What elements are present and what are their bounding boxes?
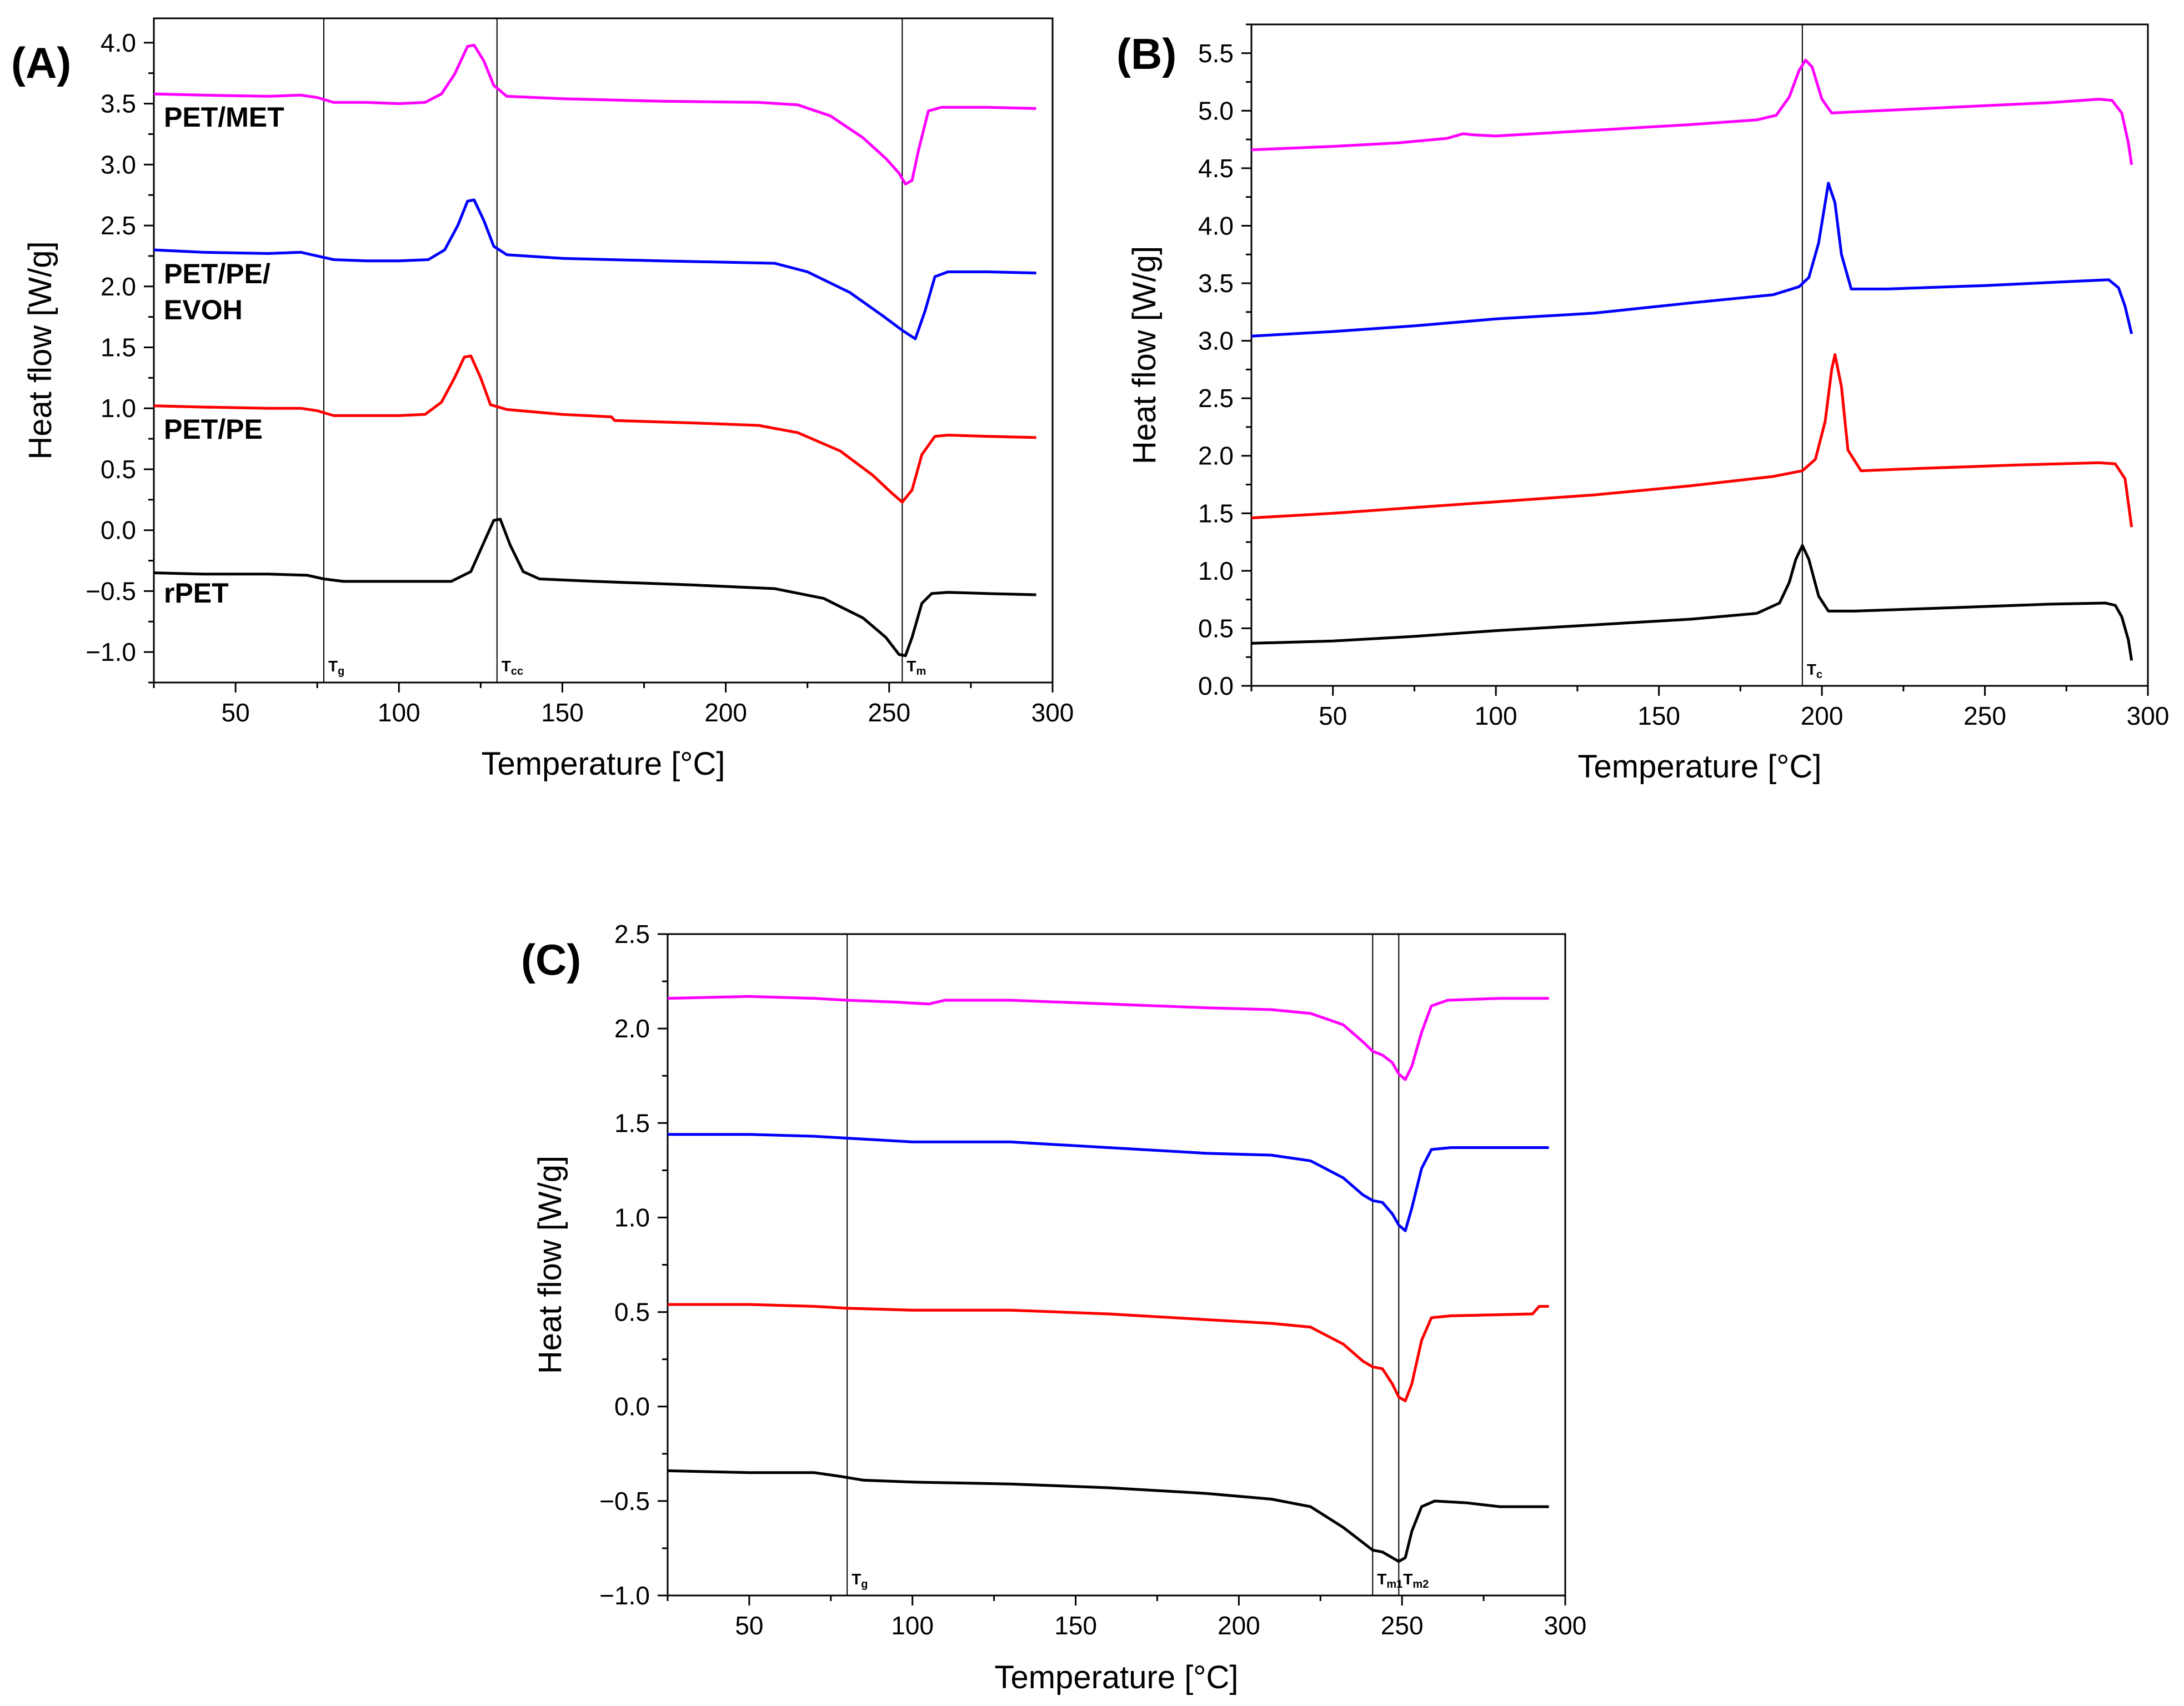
y-axis-title: Heat flow [W/g] (532, 1156, 568, 1374)
x-tick-label: 150 (1054, 1611, 1097, 1640)
y-tick-label: 3.5 (1198, 269, 1234, 298)
y-tick-label: 0.5 (1198, 614, 1234, 643)
series-line-pet-pe-evoh (1251, 182, 2133, 338)
x-tick-label: 250 (1381, 1611, 1424, 1640)
series-line-pet-met (153, 43, 1036, 185)
y-tick-label: 2.5 (101, 211, 136, 240)
x-tick-label: 300 (1031, 698, 1074, 727)
x-tick-label: 250 (1963, 701, 2006, 730)
y-tick-label: 0.0 (1198, 671, 1234, 700)
panel-b: (B) 50 100 150 200 250 300 0.0 0.5 1.0 1.5 2.0 2.5 3.… (1116, 23, 2170, 785)
marker-label: Tcc (502, 658, 523, 678)
y-tick-label: 3.0 (1198, 327, 1234, 355)
x-axis-title: Temperature [°C] (994, 1659, 1238, 1695)
marker-label: Tm2 (1403, 1570, 1429, 1590)
series-line-pet-met (1251, 58, 2133, 165)
y-tick-label: 5.5 (1198, 39, 1234, 68)
series-line-rpet (153, 518, 1036, 658)
series-label: PET/PE (164, 414, 263, 445)
y-tick-label: −1.0 (86, 638, 136, 666)
y-tick-label: 0.0 (614, 1392, 650, 1421)
y-tick-label: 1.5 (101, 333, 136, 362)
series-label: rPET (164, 578, 229, 609)
x-tick-label: 300 (2127, 701, 2170, 730)
x-tick-label: 100 (1475, 701, 1517, 730)
x-tick-label: 50 (735, 1611, 763, 1640)
y-tick-label: 4.0 (101, 28, 136, 57)
series-label: PET/MET (164, 102, 284, 133)
marker-label: Tg (851, 1570, 868, 1590)
series-line-pet-met (667, 995, 1549, 1081)
y-tick-label: 3.0 (101, 150, 136, 179)
y-tick-label: 2.5 (1198, 384, 1234, 413)
y-tick-label: 1.0 (1198, 556, 1234, 585)
y-tick-label: 0.0 (101, 516, 136, 545)
x-tick-label: 250 (868, 698, 910, 727)
marker-label: Tm (906, 658, 926, 678)
panel-a: (A) 50 100 150 200 250 300 −1.0 −0.5 0.0 0.5 1.0 1.5… (11, 17, 1074, 782)
series-line-pet-pe (153, 354, 1036, 504)
marker-label: Tg (328, 658, 344, 678)
panel-label: (B) (1116, 29, 1176, 78)
marker-label: Tc (1807, 661, 1822, 681)
y-tick-label: 2.0 (614, 1014, 650, 1043)
x-tick-label: 200 (1801, 701, 1844, 730)
x-tick-label: 100 (891, 1611, 934, 1640)
y-tick-label: 0.5 (101, 455, 136, 484)
y-axis-title: Heat flow [W/g] (22, 241, 58, 459)
panel-label: (C) (521, 935, 581, 984)
y-tick-label: 3.5 (101, 89, 136, 118)
plot-frame (153, 17, 1054, 684)
series-line-rpet (1251, 544, 2133, 661)
y-tick-label: 0.5 (614, 1298, 650, 1327)
plot-frame (1250, 23, 2149, 687)
y-tick-label: 1.0 (614, 1203, 650, 1232)
y-tick-label: 1.5 (614, 1108, 650, 1137)
x-tick-label: 150 (1637, 701, 1680, 730)
series-line-rpet (667, 1469, 1549, 1563)
x-tick-label: 50 (1319, 701, 1347, 730)
y-tick-label: 1.5 (1198, 499, 1234, 528)
y-tick-label: −0.5 (599, 1487, 650, 1516)
series-line-pet-pe (1251, 353, 2133, 528)
y-tick-label: 2.5 (614, 920, 650, 949)
y-axis-title: Heat flow [W/g] (1126, 246, 1163, 464)
x-tick-label: 100 (378, 698, 420, 727)
panel-label: (A) (11, 38, 71, 87)
y-tick-label: 2.0 (101, 272, 136, 301)
x-tick-label: 200 (1218, 1611, 1260, 1640)
plot-frame (667, 933, 1566, 1597)
series-line-pet-pe (668, 1303, 1549, 1402)
series-line-pet-pe-evoh (153, 198, 1036, 340)
y-tick-label: 2.0 (1198, 441, 1234, 470)
x-axis-title: Temperature [°C] (1577, 749, 1821, 785)
y-tick-label: 1.0 (101, 394, 136, 423)
x-tick-label: 200 (704, 698, 747, 727)
y-tick-label: 5.0 (1198, 96, 1234, 125)
series-label: EVOH (164, 294, 243, 325)
y-tick-label: 4.0 (1198, 211, 1234, 240)
x-tick-label: 150 (541, 698, 584, 727)
series-label: PET/PE/ (164, 258, 271, 289)
y-tick-label: 4.5 (1198, 154, 1234, 183)
x-tick-label: 300 (1544, 1611, 1587, 1640)
series-line-pet-pe-evoh (668, 1133, 1549, 1232)
x-tick-label: 50 (222, 698, 250, 727)
y-tick-label: −0.5 (86, 576, 136, 605)
panel-c: (C) 50 100 150 200 250 300 −1.0 −0.5 0.0 0.5 1.0 1.5… (521, 920, 1586, 1695)
y-tick-label: −1.0 (599, 1581, 650, 1610)
x-axis-title: Temperature [°C] (481, 746, 725, 782)
